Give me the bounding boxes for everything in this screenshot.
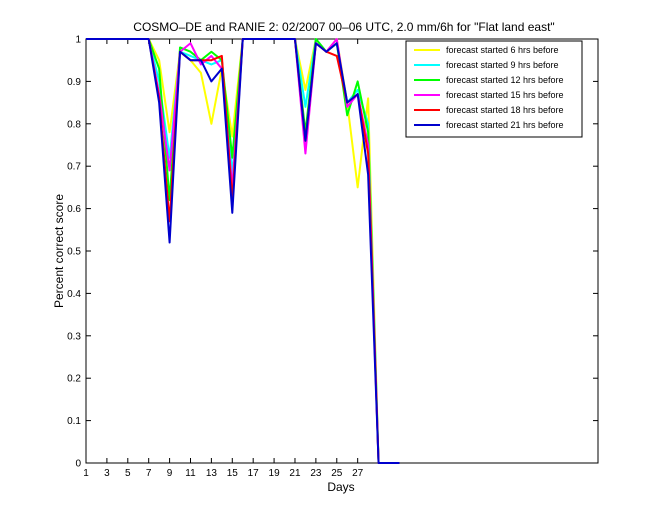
y-tick-label: 0.8	[67, 119, 81, 130]
y-tick-label: 0.1	[67, 416, 81, 427]
x-tick-label: 27	[352, 468, 364, 479]
y-tick-label: 0.5	[67, 247, 81, 258]
x-tick-label: 3	[104, 468, 110, 479]
chart-title: COSMO–DE and RANIE 2: 02/2007 00–06 UTC,…	[133, 20, 554, 34]
legend: forecast started 6 hrs before forecast st…	[405, 40, 583, 138]
series-line-6	[86, 38, 400, 464]
y-axis-label: Percent correct score	[52, 194, 66, 308]
legend-box	[405, 40, 583, 138]
x-tick-label: 11	[185, 468, 196, 479]
legend-label: forecast started 6 hrs before	[446, 45, 559, 55]
x-tick-label: 13	[206, 468, 218, 479]
legend-label: forecast started 15 hrs before	[446, 90, 564, 100]
x-tick-label: 21	[289, 468, 301, 479]
legend-label: forecast started 18 hrs before	[446, 105, 564, 115]
y-tick-label: 0	[75, 459, 81, 470]
x-tick-label: 1	[83, 468, 89, 479]
x-tick-label: 17	[248, 468, 260, 479]
y-tick-label: 0.6	[67, 204, 81, 215]
y-tick-label: 0.2	[67, 374, 81, 385]
x-tick-label: 23	[310, 468, 322, 479]
x-tick-label: 7	[146, 468, 152, 479]
y-tick-label: 0.9	[67, 77, 81, 88]
legend-label: forecast started 9 hrs before	[446, 60, 559, 70]
y-tick-label: 0.7	[67, 162, 81, 173]
x-tick-label: 25	[331, 468, 343, 479]
y-tick-label: 1	[75, 35, 81, 46]
y-tick-label: 0.4	[67, 289, 81, 300]
x-tick-label: 19	[269, 468, 281, 479]
x-tick-label: 15	[227, 468, 239, 479]
x-axis-label: Days	[327, 480, 354, 494]
x-tick-label: 9	[167, 468, 173, 479]
legend-label: forecast started 12 hrs before	[446, 75, 564, 85]
y-tick-label: 0.3	[67, 331, 81, 342]
legend-label: forecast started 21 hrs before	[446, 120, 564, 130]
x-tick-label: 5	[125, 468, 131, 479]
